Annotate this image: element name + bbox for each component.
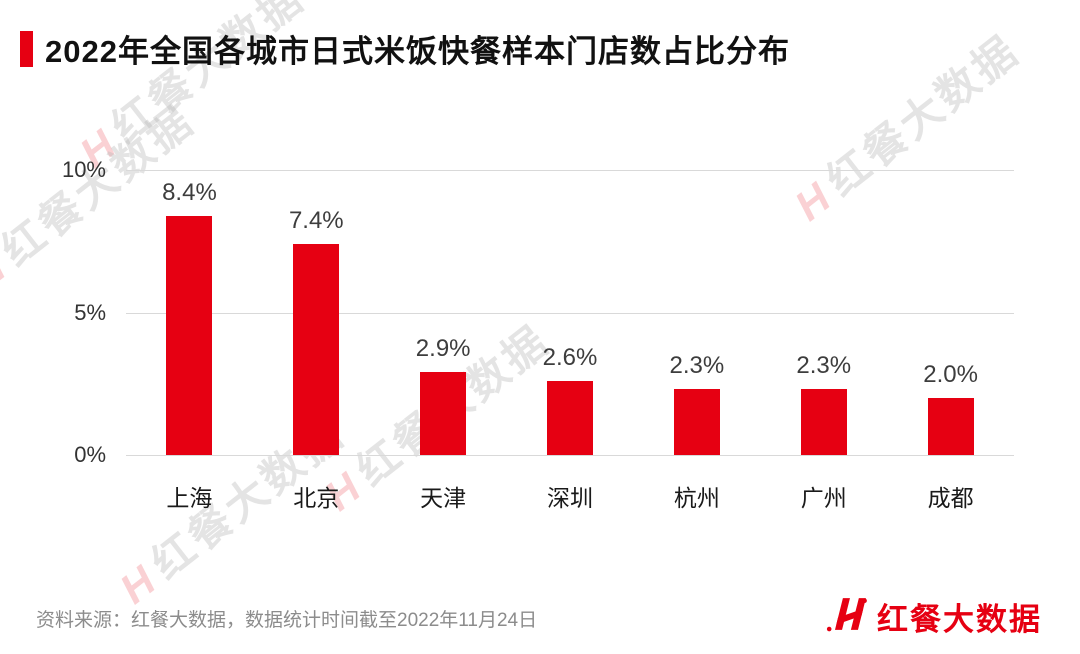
y-axis-tick: 0%: [74, 442, 106, 467]
bar-value-label: 2.0%: [923, 361, 978, 388]
bar-value-label: 2.9%: [415, 335, 471, 363]
bar-上海: [166, 215, 213, 455]
bar-成都: [927, 398, 974, 455]
gridline-0pct: [126, 455, 1014, 456]
x-axis-label-北京: 北京: [293, 485, 340, 511]
header: 2022年全国各城市日式米饭快餐样本门店数占比分布: [20, 26, 790, 71]
x-axis-label-深圳: 深圳: [547, 485, 593, 511]
bar-value-label: 8.4%: [162, 178, 217, 206]
brand-name: 红餐大数据: [877, 602, 1042, 637]
x-axis-label-上海: 上海: [166, 485, 213, 511]
gridline-10pct: [126, 170, 1014, 171]
bar-深圳: [547, 380, 593, 455]
x-axis-label-杭州: 杭州: [673, 485, 720, 511]
bar-value-label: 7.4%: [288, 207, 344, 235]
bar-column-深圳: 2.6%: [507, 170, 634, 455]
bar-value-label: 2.3%: [669, 352, 725, 380]
source-note: 资料来源：红餐大数据，数据统计时间截至2022年11月24日: [36, 610, 538, 631]
bar-value-label: 2.3%: [796, 352, 852, 380]
bar-column-成都: 2.0%: [887, 170, 1014, 455]
title-accent-bar: [20, 30, 33, 67]
bar-北京: [293, 244, 340, 455]
x-axis-labels: 上海 北京 天津 深圳 杭州 广州 成都: [126, 455, 1014, 513]
bar-column-北京: 7.4%: [253, 170, 380, 455]
bar-column-广州: 2.3%: [760, 170, 887, 455]
bar-广州: [800, 389, 847, 455]
y-axis-tick: 10%: [61, 157, 106, 182]
bar-value-label: 2.6%: [542, 343, 598, 371]
brand-logo-icon: [823, 591, 869, 642]
page-title: 2022年全国各城市日式米饭快餐样本门店数占比分布: [45, 34, 790, 69]
bar-天津: [420, 372, 467, 455]
bar-column-杭州: 2.3%: [633, 170, 760, 455]
y-axis-tick: 5%: [74, 299, 106, 325]
gridline-5pct: [126, 312, 1014, 314]
bar-column-上海: 8.4%: [126, 170, 253, 455]
bar-杭州: [673, 389, 720, 455]
x-axis-label-广州: 广州: [800, 485, 847, 511]
brand-logo: 红餐大数据: [823, 591, 1042, 642]
x-axis-label-成都: 成都: [927, 485, 974, 511]
bar-column-天津: 2.9%: [380, 170, 507, 455]
bars-container: 8.4% 7.4% 2.9% 2.6% 2.3% 2.3% 2.0%: [126, 170, 1014, 455]
plot-area: 10% 5% 0% 8.4% 7.4% 2.9% 2.6% 2.3% 2.3% 2.0%: [62, 157, 1014, 467]
x-axis-label-天津: 天津: [420, 485, 467, 511]
bar-chart: 10% 5% 0% 8.4% 7.4% 2.9% 2.6% 2.3% 2.3% 2.0% 上…: [36, 157, 1044, 513]
